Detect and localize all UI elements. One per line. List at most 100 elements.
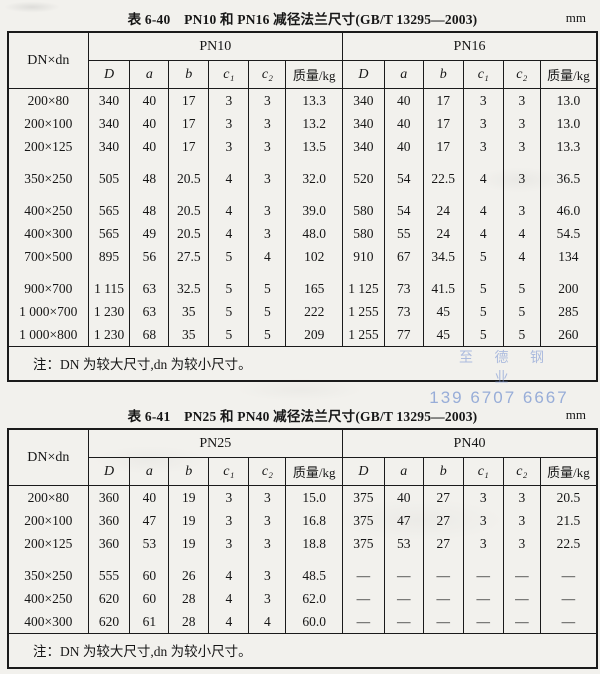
table-note: 注：DN 为较大尺寸,dn 为较小尺寸。 [7,346,597,381]
table-6-41-block: 表 6-41 PN25 和 PN40 减径法兰尺寸(GB/T 13295—200… [7,405,598,669]
table-row: 200×80 360 40 19 3 3 15.0 375 40 27 3 3 20.5 [7,485,597,509]
data-cell: — [502,610,541,634]
data-cell: 1 230 [87,300,130,323]
data-cell: 3 [462,532,504,555]
table-6-40-block: 表 6-40 PN10 和 PN16 减径法兰尺寸(GB/T 13295—200… [7,8,598,382]
data-cell: 48 [129,158,169,190]
header-group-row: DN×dn PN10 PN16 [7,32,597,89]
data-cell: 3 [248,135,286,158]
data-cell: 63 [129,268,169,300]
data-cell: 4 [248,610,286,634]
table-row: 400×250 620 60 28 4 3 62.0— — — — — — [7,587,597,610]
data-cell: 4 [208,222,249,245]
data-cell: 40 [129,112,169,135]
data-cell: 47 [129,509,169,532]
data-cell: — [422,610,464,634]
table-6-40-title: 表 6-40 PN10 和 PN16 减径法兰尺寸(GB/T 13295—200… [127,12,478,27]
data-cell: 47 [383,509,424,532]
data-cell: 67 [383,245,424,268]
data-cell: 620 [87,610,130,634]
table-note: 注：DN 为较大尺寸,dn 为较小尺寸。 [7,633,597,668]
data-cell: 27 [422,509,464,532]
table-row: 400×250 565 48 20.5 4 3 39.0 580 54 24 4 3 46.0 [7,190,597,222]
data-cell: 3 [248,222,286,245]
data-cell: 17 [422,135,464,158]
row-label: 200×125 [7,532,89,555]
col-header: a [129,457,169,486]
data-cell: — [539,610,597,634]
table-row: 700×500 895 56 27.5 5 4 102 910 67 34.5 5 4 134 [7,245,597,268]
col-header: b [422,60,464,89]
data-cell: 5 [208,323,249,347]
data-cell: 5 [502,268,541,300]
col-header: a [383,457,424,486]
table-row: 400×300 565 49 20.5 4 3 48.0 580 55 24 4 4 54.5 [7,222,597,245]
data-cell: 4 [208,555,249,587]
data-cell: 13.3 [285,88,343,112]
data-cell: 20.5 [168,190,209,222]
data-cell: 620 [87,587,130,610]
col-header: c₁ [462,60,504,89]
data-cell: 3 [502,485,541,509]
data-cell: 3 [502,112,541,135]
data-cell: 40 [383,88,424,112]
data-cell: 68 [129,323,169,347]
data-cell: 32.0 [285,158,343,190]
data-cell: 60.0 [285,610,343,634]
group-header-pn25: PN25 [87,429,343,458]
data-cell: 32.5 [168,268,209,300]
data-cell: 3 [462,112,504,135]
data-cell: 19 [168,509,209,532]
data-cell: 910 [342,245,385,268]
row-label: 200×100 [7,509,89,532]
data-cell: 5 [248,300,286,323]
table-row: 350×250 505 48 20.5 4 3 32.0 520 54 22.5 4 3 36.5 [7,158,597,190]
data-cell: 5 [462,323,504,347]
data-cell: 48.0 [285,222,343,245]
table-6-40-title-row: 表 6-40 PN10 和 PN16 减径法兰尺寸(GB/T 13295—200… [7,8,598,29]
data-cell: 73 [383,268,424,300]
table-row: 200×80 340 40 17 3 3 13.3 340 40 17 3 3 13.0 [7,88,597,112]
data-cell: 1 115 [87,268,130,300]
table-row: 400×300 620 61 28 4 4 60.0— — — — — — [7,610,597,634]
col-header: 质量/kg [539,457,597,486]
data-cell: 28 [168,610,209,634]
data-cell: 63 [129,300,169,323]
table-body: 200×80 340 40 17 3 3 13.3 340 40 17 3 3 13.0 200×100 3… [7,88,597,347]
data-cell: — [462,610,504,634]
col-header: a [383,60,424,89]
data-cell: 56 [129,245,169,268]
data-cell: 3 [462,509,504,532]
data-cell: 28 [168,587,209,610]
data-cell: 4 [208,190,249,222]
col-header: b [422,457,464,486]
col-header: c₂ [248,60,286,89]
data-cell: — [462,555,504,587]
data-cell: 1 125 [342,268,385,300]
table-row: 200×100 360 47 19 3 3 16.8 375 47 27 3 3 21.5 [7,509,597,532]
data-cell: 580 [342,222,385,245]
data-cell: 40 [383,112,424,135]
data-cell: 3 [248,587,286,610]
data-cell: 4 [462,158,504,190]
data-cell: 340 [87,135,130,158]
col-header: c₁ [462,457,504,486]
data-cell: 40 [383,485,424,509]
header-group-row: DN×dn PN25 PN40 [7,429,597,486]
data-cell: 4 [462,190,504,222]
row-label: 400×300 [7,610,89,634]
data-cell: 3 [462,88,504,112]
data-cell: 4 [502,245,541,268]
data-cell: 340 [342,88,385,112]
data-cell: 3 [248,509,286,532]
data-cell: 209 [285,323,343,347]
data-cell: 4 [208,587,249,610]
data-cell: 53 [383,532,424,555]
table-row: 350×250 555 60 26 4 3 48.5— — — — — — [7,555,597,587]
data-cell: 17 [168,88,209,112]
col-header: c₁ [208,60,249,89]
row-label: 1 000×700 [7,300,89,323]
data-cell: 555 [87,555,130,587]
data-cell: 22.5 [539,532,597,555]
